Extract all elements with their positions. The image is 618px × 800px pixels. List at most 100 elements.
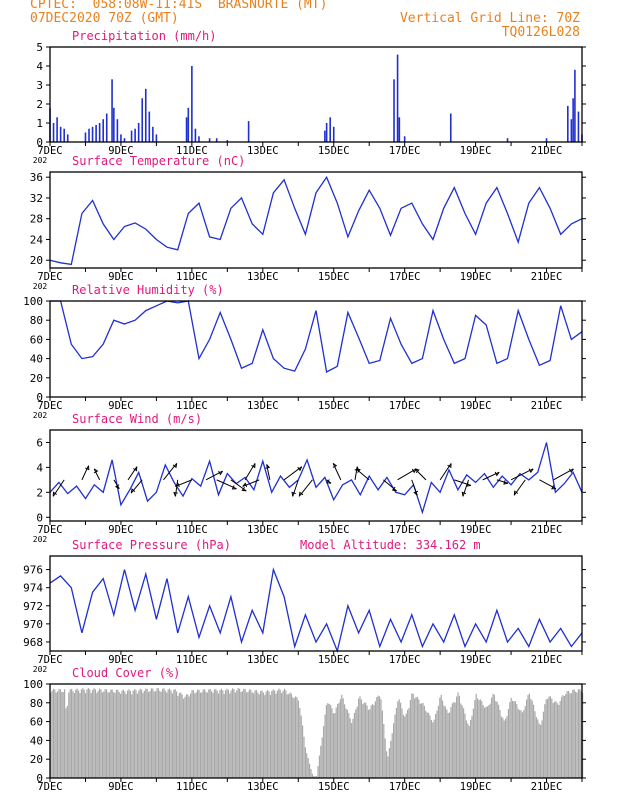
cloud-cover-column	[290, 693, 292, 778]
cloud-cover-column	[496, 701, 498, 778]
wind-arrow-head	[231, 485, 237, 490]
precip-bar	[52, 123, 55, 142]
wind-arrow-head	[568, 468, 574, 474]
cloud-cover-column	[170, 690, 172, 778]
x-tick-label: 11DEC	[176, 524, 208, 536]
cloud-cover-column	[222, 690, 224, 778]
cloud-cover-column	[426, 712, 428, 778]
panel-title: Cloud Cover (%)	[72, 666, 180, 680]
cloud-cover-column	[401, 708, 403, 778]
cloud-cover-column	[436, 710, 438, 778]
wind-arrow-head	[391, 486, 397, 492]
y-tick-label: 40	[30, 353, 43, 366]
cloud-cover-column	[510, 697, 512, 778]
cloud-cover-column	[405, 713, 407, 778]
cloud-cover-column	[271, 691, 273, 778]
cloud-cover-column	[258, 694, 260, 778]
cloud-cover-column	[117, 689, 119, 778]
cloud-cover-column	[111, 689, 113, 778]
x-tick-label: 17DEC	[389, 400, 421, 412]
precip-bar	[123, 138, 126, 142]
cloud-cover-column	[573, 689, 575, 778]
panel-title: Relative Humidity (%)	[72, 283, 224, 297]
cloud-cover-column	[250, 689, 252, 778]
precip-bar	[226, 140, 229, 142]
cloud-cover-column	[478, 700, 480, 778]
x-tick-label: 11DEC	[176, 145, 208, 157]
cloud-cover-column	[472, 708, 474, 778]
wind-arrow-shaft	[513, 479, 526, 496]
cloud-cover-column	[577, 689, 579, 778]
cloud-cover-column	[190, 693, 192, 778]
cloud-cover-column	[374, 701, 376, 778]
cloud-cover-column	[332, 713, 334, 778]
cloud-cover-column	[407, 709, 409, 778]
precip-bar	[396, 54, 399, 142]
wind-arrow-head	[297, 466, 303, 472]
x-tick-label: 11DEC	[176, 400, 208, 412]
wind-arrow-head	[503, 480, 509, 485]
cloud-cover-column	[106, 689, 108, 778]
cloud-cover-column	[549, 696, 551, 778]
cloud-cover-column	[124, 691, 126, 778]
cloud-cover-column	[527, 695, 529, 778]
wind-arrow-shaft	[93, 468, 101, 481]
x-tick-label: 13DEC	[247, 524, 279, 536]
cloud-cover-column	[341, 694, 343, 778]
cloud-cover-column	[303, 736, 305, 778]
cloud-cover-column	[442, 700, 444, 778]
cloud-cover-column	[216, 690, 218, 778]
wind-arrow-shaft	[244, 463, 256, 481]
cloud-cover-column	[540, 725, 542, 778]
cloud-cover-column	[551, 698, 553, 778]
cloud-cover-column	[450, 707, 452, 778]
cloud-cover-column	[125, 694, 127, 778]
y-tick-label: 28	[30, 213, 43, 226]
panel-1	[46, 46, 586, 146]
y-tick-label: 974	[23, 582, 43, 595]
wind-arrow-head	[494, 471, 500, 477]
cloud-cover-column	[292, 697, 294, 778]
header-model-code: TQ0126L028	[501, 25, 580, 40]
precip-bar	[324, 130, 326, 142]
cloud-cover-column	[464, 713, 466, 778]
cloud-cover-column	[73, 693, 75, 778]
cloud-cover-column	[453, 702, 455, 778]
cloud-cover-column	[153, 691, 155, 778]
precip-bar	[95, 124, 97, 142]
precip-bar	[105, 113, 108, 142]
y-tick-label: 100	[23, 678, 43, 691]
cloud-cover-column	[87, 687, 89, 778]
y-tick-label: 968	[23, 636, 43, 649]
x-tick-label: 15DEC	[318, 524, 350, 536]
cloud-cover-column	[184, 696, 186, 778]
cloud-cover-column	[416, 696, 418, 778]
cloud-cover-column	[321, 737, 323, 778]
cloud-cover-column	[482, 705, 484, 778]
cloud-cover-column	[337, 704, 339, 778]
wind-arrow-shaft	[130, 479, 143, 494]
cloud-cover-column	[230, 690, 232, 778]
x-tick-label: 9DEC	[108, 145, 133, 157]
cloud-cover-column	[72, 691, 74, 778]
cloud-cover-column	[463, 708, 465, 778]
x-tick-label: 21DEC	[531, 400, 563, 412]
cloud-cover-column	[342, 698, 344, 778]
y-tick-label: 5	[36, 41, 43, 54]
y-tick-label: 80	[30, 314, 43, 327]
cloud-cover-column	[422, 702, 424, 778]
cloud-cover-column	[528, 693, 530, 778]
cloud-cover-column	[199, 692, 201, 778]
precip-bar	[449, 113, 452, 142]
cloud-cover-column	[408, 708, 410, 778]
cloud-cover-column	[314, 776, 316, 778]
cloud-cover-column	[86, 689, 88, 778]
precip-bar	[111, 79, 113, 142]
series-line	[49, 175, 583, 266]
precip-bar	[570, 119, 573, 142]
cloud-cover-column	[404, 716, 406, 778]
cloud-cover-column	[310, 769, 312, 778]
cloud-cover-column	[502, 717, 504, 778]
cloud-cover-column	[76, 688, 78, 778]
